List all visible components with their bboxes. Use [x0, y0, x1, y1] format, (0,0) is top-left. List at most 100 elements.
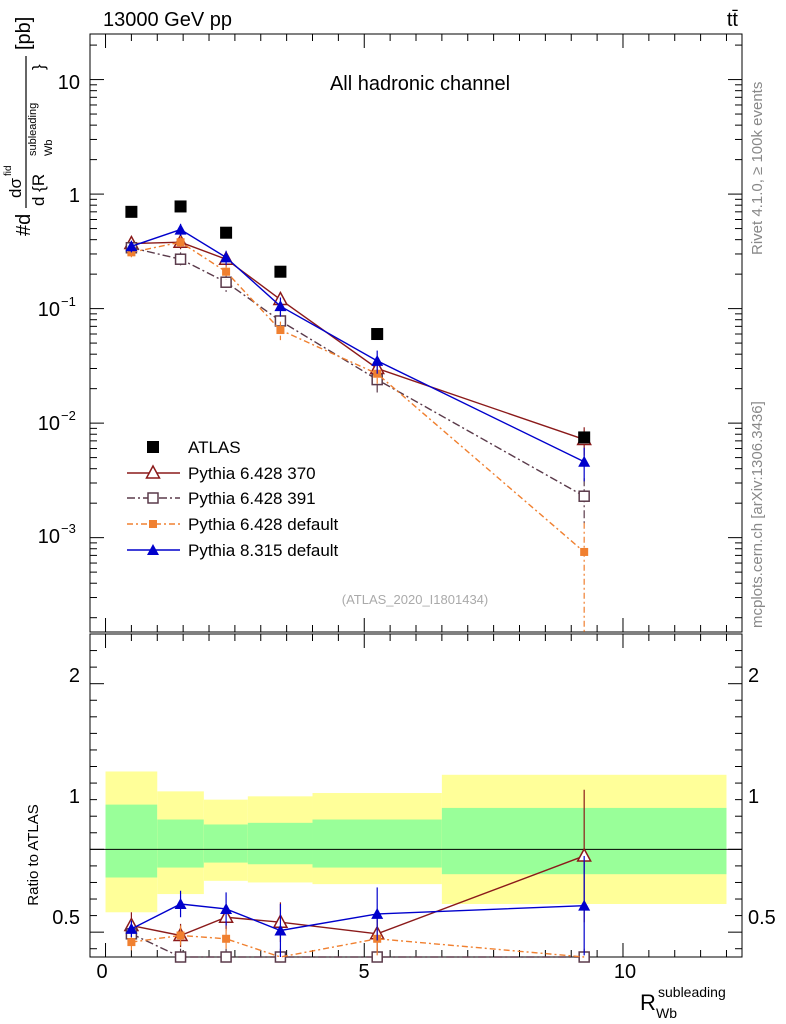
legend-marker-atlas [147, 441, 159, 453]
ratio-band-inner [157, 819, 204, 868]
legend-marker-p370 [145, 464, 161, 479]
data-layer [90, 34, 742, 963]
series-p370 [123, 233, 592, 456]
x-axis-label: R Wb subleading [640, 984, 726, 1021]
analysis-id: (ATLAS_2020_I1801434) [342, 592, 488, 607]
series-line-p391 [131, 247, 585, 497]
ratio-point-p8 [371, 907, 384, 919]
ratio-band-inner [105, 804, 158, 878]
ratio-line-p8 [131, 903, 585, 932]
ratio-y-tick-labels: 0.5 1 2 0.5 1 2 [52, 665, 776, 929]
y-label-den-sub: Wb [43, 140, 55, 157]
legend-item-p370: Pythia 6.428 370 [127, 464, 316, 483]
point-pdef [580, 547, 589, 556]
x-label-r: R [640, 990, 656, 1015]
y-label-den: d {R [29, 174, 48, 206]
ratio-series-p8 [125, 855, 591, 957]
point-p391 [220, 276, 232, 288]
x-tick-0: 0 [96, 961, 107, 983]
y-tick-1e-3: 10 −3 [38, 521, 76, 548]
ratio-point-p391 [220, 951, 232, 963]
ratio-point-pdef [222, 934, 231, 943]
point-pdef [276, 326, 285, 335]
x-label-sup: subleading [658, 984, 726, 1000]
energy-label: 13000 GeV pp [103, 9, 232, 31]
point-p391 [174, 253, 187, 265]
channel-title: All hadronic channel [330, 73, 510, 95]
x-tick-5: 5 [358, 961, 369, 983]
ratio-band-inner [203, 824, 248, 863]
y-label-sigma: dσ [6, 178, 25, 198]
ratio-line-pdef [131, 934, 585, 958]
ratio-band-inner [247, 822, 313, 865]
legend-marker-pdef [149, 520, 157, 528]
ratio-y-axis-label: Ratio to ATLAS [25, 804, 42, 905]
ratio-point-pdef [127, 938, 136, 947]
svg-text:10: 10 [38, 413, 60, 435]
ratio-point-p8 [125, 922, 138, 934]
legend-marker-p391 [147, 492, 159, 504]
ratio-point-pdef [176, 931, 185, 940]
series-pdef [127, 236, 589, 632]
mcplots-label: mcplots.cern.ch [arXiv:1306.3436] [749, 401, 766, 628]
process-label: tt̄ [727, 9, 739, 31]
y-label-sigma-sup: fid [3, 165, 14, 176]
ratio-band-inner [312, 819, 442, 868]
point-p8 [174, 223, 187, 235]
y-tick-1: 1 [69, 185, 80, 207]
point-atlas [125, 205, 138, 218]
ratio-point-p8 [174, 897, 187, 909]
series-line-p8 [131, 228, 585, 463]
series-line-pdef [131, 241, 585, 553]
legend-label-p8: Pythia 8.315 default [188, 541, 339, 560]
ratio-tick-0.5: 0.5 [52, 907, 80, 929]
series-line-p370 [131, 241, 585, 441]
point-atlas [220, 226, 233, 239]
svg-text:10: 10 [38, 299, 60, 321]
ratio-tick-2: 2 [69, 665, 80, 687]
y-label-den-close: } [29, 64, 48, 70]
point-p391 [578, 490, 590, 502]
ratio-tick-right-2: 2 [748, 665, 759, 687]
legend-label-pdef: Pythia 6.428 default [188, 515, 339, 534]
point-p8 [125, 240, 138, 252]
point-pdef [176, 238, 185, 247]
rivet-label: Rivet 4.1.0, ≥ 100k events [749, 82, 766, 255]
point-atlas [174, 200, 187, 213]
y-label-unit: [pb] [13, 17, 35, 50]
x-tick-labels: 0 5 10 [96, 961, 636, 983]
point-p8 [274, 300, 287, 312]
svg-text:10: 10 [38, 526, 60, 548]
svg-text:−2: −2 [61, 408, 76, 423]
legend-marker-p8 [147, 544, 159, 555]
y-tick-10: 10 [58, 72, 80, 94]
ratio-point-p8 [220, 902, 233, 914]
legend-item-atlas: ATLAS [147, 438, 241, 457]
legend-label-atlas: ATLAS [188, 438, 241, 457]
axis-ticks [90, 34, 742, 957]
legend-item-pdef: Pythia 6.428 default [127, 515, 339, 534]
series-p8 [125, 223, 591, 482]
ratio-series-pdef [127, 922, 585, 958]
ratio-tick-1: 1 [69, 786, 80, 808]
x-label-sub: Wb [656, 1005, 677, 1021]
ratio-point-p8 [578, 899, 591, 911]
point-p8 [220, 251, 233, 263]
legend-item-p8: Pythia 8.315 default [127, 541, 339, 560]
point-pdef [222, 267, 231, 276]
legend-label-p391: Pythia 6.428 391 [188, 489, 316, 508]
legend-label-p370: Pythia 6.428 370 [188, 464, 316, 483]
ratio-point-p391 [174, 951, 187, 963]
ratio-tick-right-1: 1 [748, 786, 759, 808]
x-tick-10: 10 [614, 961, 636, 983]
ratio-line-p391 [131, 933, 585, 958]
legend-item-p391: Pythia 6.428 391 [127, 489, 316, 508]
main-y-axis-label: #d dσ fid d {R Wb subleading } [pb] [3, 17, 55, 236]
ratio-plot [89, 633, 743, 958]
y-tick-1e-2: 10 −2 [38, 408, 76, 435]
legend: ATLAS Pythia 6.428 370 Pythia 6.428 391 … [127, 438, 339, 560]
series-atlas [125, 200, 591, 444]
ratio-point-p8 [274, 924, 287, 936]
main-y-tick-labels: 10 1 10 −1 10 −2 10 −3 [38, 72, 80, 548]
ratio-tick-right-0.5: 0.5 [748, 907, 776, 929]
